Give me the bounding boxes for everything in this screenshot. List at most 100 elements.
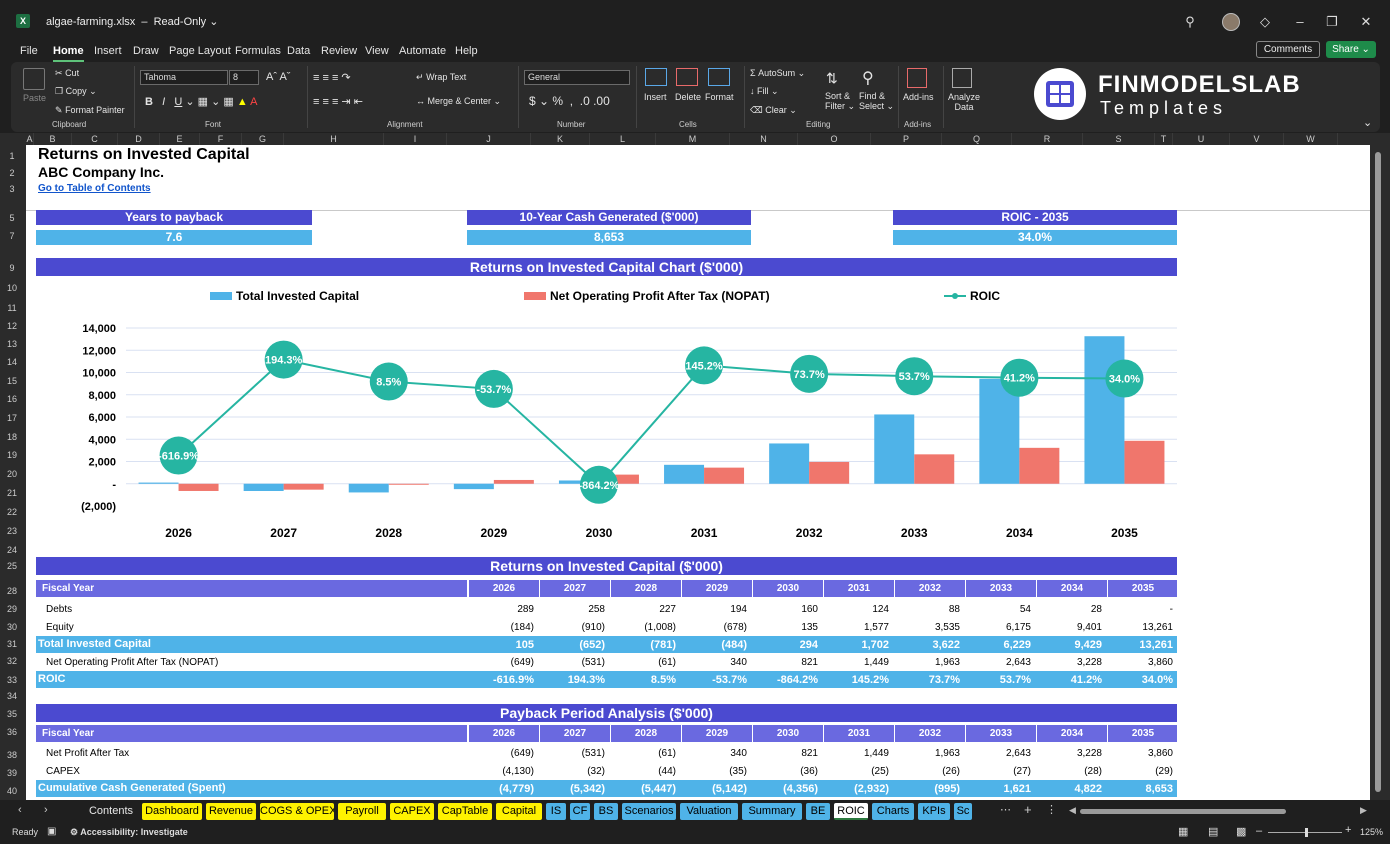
hscroll-left-icon[interactable]: ◀	[1069, 805, 1076, 815]
table-cell[interactable]: 13,261	[1139, 639, 1173, 651]
table-cell[interactable]: 258	[588, 604, 605, 615]
tab-is[interactable]: IS	[546, 803, 566, 820]
number-format-select[interactable]: General	[524, 70, 630, 85]
column-header[interactable]: J	[447, 133, 531, 145]
vertical-scroll-thumb[interactable]	[1375, 152, 1381, 792]
row-header[interactable]: 28	[6, 586, 17, 596]
hscroll-right-icon[interactable]: ▶	[1360, 805, 1367, 815]
tab-scroll-left-icon[interactable]: ‹	[18, 804, 22, 816]
sort-filter-icon[interactable]: ⇅	[826, 70, 838, 86]
merge-center-button[interactable]: ↔ Merge & Center ⌄	[416, 96, 502, 106]
column-header[interactable]: E	[160, 133, 200, 145]
table-cell[interactable]: 1,449	[863, 657, 889, 668]
table-cell[interactable]: (26)	[942, 766, 960, 777]
table-cell[interactable]: 340	[730, 748, 747, 759]
column-header[interactable]: V	[1230, 133, 1284, 145]
column-header[interactable]: C	[72, 133, 118, 145]
more-tabs-icon[interactable]: ⋯	[1000, 804, 1011, 816]
row-header[interactable]: 16	[6, 394, 17, 404]
autosum-button[interactable]: Σ AutoSum ⌄	[750, 68, 806, 78]
row-header[interactable]: 18	[6, 432, 17, 442]
share-button[interactable]: Share ⌄	[1326, 41, 1376, 58]
find-select-button[interactable]: Find & Select ⌄	[859, 91, 895, 111]
row-header[interactable]: 9	[9, 263, 15, 273]
column-header[interactable]: I	[384, 133, 447, 145]
menu-file[interactable]: File	[20, 45, 38, 57]
table-cell[interactable]: 34.0%	[1141, 674, 1173, 686]
insert-cells-icon[interactable]	[645, 68, 667, 86]
row-header[interactable]: 35	[6, 709, 17, 719]
table-cell[interactable]: -616.9%	[493, 674, 534, 686]
page-layout-view-icon[interactable]: ▤	[1208, 826, 1219, 838]
table-cell[interactable]: (649)	[510, 748, 534, 759]
table-cell[interactable]: 1,963	[934, 657, 960, 668]
grow-font-icon[interactable]: Aˆ Aˇ	[266, 71, 291, 83]
add-sheet-icon[interactable]: +	[1024, 802, 1032, 817]
table-cell[interactable]: 6,175	[1005, 622, 1031, 633]
row-header[interactable]: 24	[6, 545, 17, 555]
tab-options-icon[interactable]: ⋮	[1046, 804, 1057, 816]
table-cell[interactable]: 3,228	[1076, 657, 1102, 668]
table-cell[interactable]: (4,779)	[499, 783, 534, 795]
row-header[interactable]: 7	[9, 231, 15, 241]
table-cell[interactable]: 9,429	[1074, 639, 1102, 651]
horizontal-align-icons[interactable]: ≡ ≡ ≡ ⇥ ⇤	[313, 96, 363, 108]
row-header[interactable]: 5	[9, 213, 15, 223]
horizontal-scroll-thumb[interactable]	[1080, 809, 1286, 814]
table-cell[interactable]: 1,621	[1003, 783, 1031, 795]
table-cell[interactable]: 41.2%	[1070, 674, 1102, 686]
table-cell[interactable]: 53.7%	[999, 674, 1031, 686]
table-cell[interactable]: (1,008)	[644, 622, 676, 633]
vertical-align-icons[interactable]: ≡ ≡ ≡ ↷	[313, 72, 351, 84]
table-cell[interactable]: 135	[801, 622, 818, 633]
table-cell[interactable]: (5,342)	[570, 783, 605, 795]
row-header[interactable]: 29	[6, 604, 17, 614]
delete-cells-icon[interactable]	[676, 68, 698, 86]
column-header[interactable]: B	[34, 133, 72, 145]
table-cell[interactable]: 194.3%	[567, 674, 605, 686]
table-cell[interactable]: 8.5%	[650, 674, 676, 686]
row-header[interactable]: 40	[6, 786, 17, 796]
column-header[interactable]: Q	[942, 133, 1012, 145]
row-header[interactable]: 17	[6, 413, 17, 423]
table-cell[interactable]: 8,653	[1145, 783, 1173, 795]
table-cell[interactable]: (678)	[723, 622, 747, 633]
row-header[interactable]: 32	[6, 656, 17, 666]
zoom-in-icon[interactable]: +	[1345, 824, 1352, 836]
table-cell[interactable]: (910)	[581, 622, 605, 633]
copy-button[interactable]: ❐ Copy ⌄	[55, 86, 97, 96]
minimize-icon[interactable]: –	[1296, 14, 1304, 29]
font-format-icons[interactable]: B I U ⌄ ▦ ⌄ ▦ ▲ A	[145, 96, 258, 108]
row-header[interactable]: 15	[6, 376, 17, 386]
row-header[interactable]: 34	[6, 691, 17, 701]
tab-dashboard[interactable]: Dashboard	[142, 803, 202, 820]
row-header[interactable]: 31	[6, 639, 17, 649]
table-cell[interactable]: (184)	[510, 622, 534, 633]
table-cell[interactable]: 13,261	[1142, 622, 1173, 633]
table-cell[interactable]: (32)	[587, 766, 605, 777]
tab-valuation[interactable]: Valuation	[680, 803, 738, 820]
restore-icon[interactable]: ❐	[1326, 14, 1338, 29]
close-icon[interactable]: ✕	[1360, 14, 1372, 29]
table-cell[interactable]: 3,860	[1147, 748, 1173, 759]
column-header[interactable]: W	[1284, 133, 1338, 145]
table-cell[interactable]: 2,643	[1005, 657, 1031, 668]
row-header[interactable]: 38	[6, 750, 17, 760]
table-cell[interactable]: 821	[801, 748, 818, 759]
table-cell[interactable]: 3,622	[932, 639, 960, 651]
table-cell[interactable]: (28)	[1084, 766, 1102, 777]
column-header[interactable]: H	[284, 133, 384, 145]
table-cell[interactable]: (531)	[581, 748, 605, 759]
number-format-icons[interactable]: $ ⌄ % , .0 .00	[529, 94, 610, 108]
row-header[interactable]: 33	[6, 675, 17, 685]
row-header[interactable]: 12	[6, 321, 17, 331]
menu-insert[interactable]: Insert	[94, 45, 122, 57]
table-cell[interactable]: 28	[1090, 604, 1102, 615]
column-header[interactable]: D	[118, 133, 160, 145]
add-ins-button[interactable]: Add-ins	[903, 92, 934, 102]
insert-button[interactable]: Insert	[644, 92, 667, 102]
read-only-dropdown[interactable]: Read-Only ⌄	[153, 16, 219, 28]
table-cell[interactable]: (5,142)	[712, 783, 747, 795]
tab-captable[interactable]: CapTable	[438, 803, 492, 820]
tab-bs[interactable]: BS	[594, 803, 618, 820]
